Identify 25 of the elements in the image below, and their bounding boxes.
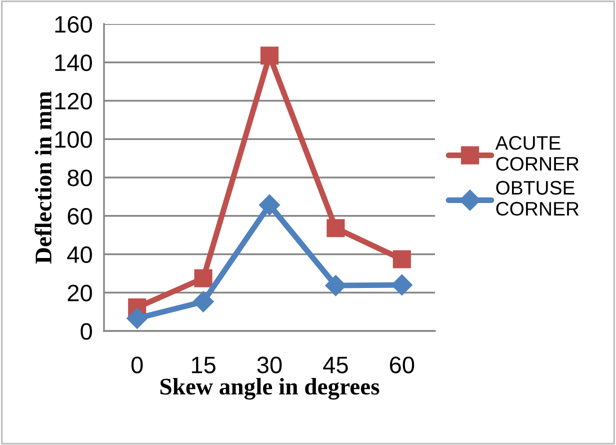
y-tick-label: 120	[55, 92, 92, 110]
y-tick-label: 40	[67, 246, 92, 264]
point	[258, 194, 280, 216]
x-tick-label: 0	[131, 356, 143, 374]
point	[392, 250, 411, 268]
point	[192, 291, 214, 312]
point	[326, 219, 345, 238]
legend-label: ACUTE CORNER	[495, 136, 579, 171]
y-tick-label: 140	[55, 54, 92, 72]
y-tick-label: 60	[68, 208, 92, 225]
legend-label: OBTUSE CORNER	[496, 180, 579, 216]
y-tick-label: 20	[68, 284, 92, 302]
y-tick-label: 80	[68, 170, 92, 186]
point	[126, 308, 148, 329]
x-tick-label: 45	[323, 356, 348, 374]
x-tick-label: 30	[257, 356, 282, 374]
x-tick-label: 15	[192, 356, 216, 374]
y-axis-title: Deflection in mm	[34, 91, 52, 264]
x-tick-label: 60	[390, 356, 414, 374]
y-tick-label: 160	[55, 16, 92, 33]
y-tick-label: 0	[80, 323, 92, 340]
x-axis-title: Skew angle in degrees	[160, 378, 380, 400]
point	[260, 46, 279, 65]
y-tick-label: 100	[55, 131, 92, 148]
point	[194, 269, 212, 288]
